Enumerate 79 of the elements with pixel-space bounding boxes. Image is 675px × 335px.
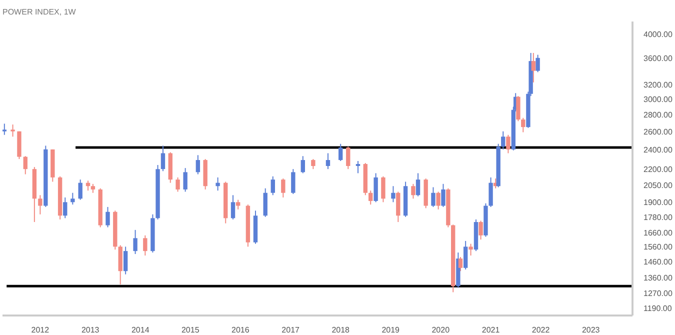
- y-tick-label: 2400.00: [644, 145, 673, 154]
- candlestick: [338, 143, 343, 162]
- candlestick: [70, 192, 75, 206]
- candlestick: [143, 234, 148, 256]
- candlestick: [281, 178, 286, 198]
- y-tick-label: 1190.00: [644, 304, 672, 313]
- candlestick: [368, 190, 373, 206]
- candlestick: [374, 172, 378, 203]
- candlestick: [176, 176, 180, 192]
- candlestick: [216, 176, 220, 192]
- candlestick: [411, 183, 416, 200]
- candlestick: [381, 176, 386, 203]
- candlestick: [78, 179, 82, 200]
- x-tick-label: 2013: [81, 326, 100, 334]
- chart-title: POWER INDEX, 1W: [2, 8, 76, 16]
- candlestick: [23, 156, 28, 175]
- candlestick: [506, 134, 510, 154]
- y-tick-label: 2800.00: [644, 110, 673, 120]
- candlestick: [236, 199, 240, 210]
- candlestick: [133, 229, 138, 255]
- candlestick: [441, 183, 446, 208]
- candlestick: [391, 186, 396, 203]
- x-tick-label: 2020: [432, 326, 450, 334]
- candlestick: [436, 191, 440, 210]
- y-tick-label: 1560.00: [644, 242, 673, 252]
- candlestick: [38, 194, 42, 215]
- candlestick: [63, 196, 68, 219]
- y-tick-label: 2050.00: [644, 181, 673, 190]
- candlestick: [326, 152, 330, 170]
- candlestick: [183, 168, 188, 192]
- candlestick: [416, 172, 420, 197]
- x-tick-label: 2016: [232, 326, 250, 334]
- candlestick: [230, 194, 236, 220]
- x-tick-label: 2022: [532, 326, 550, 334]
- candlestick: [531, 52, 536, 83]
- y-tick-label: 1660.00: [644, 228, 673, 238]
- y-tick-label: 2200.00: [644, 165, 673, 174]
- candlestick: [536, 54, 540, 73]
- candlestick: [521, 117, 526, 133]
- x-tick-label: 2019: [382, 326, 400, 334]
- x-tick-label: 2012: [31, 326, 50, 334]
- candlestick: [501, 130, 506, 150]
- candlestick: [263, 188, 268, 218]
- candlestick: [346, 146, 350, 170]
- candlestick: [431, 186, 436, 208]
- y-tick-label: 2600.00: [644, 127, 673, 136]
- candlestick: [270, 176, 275, 196]
- candlestick: [106, 206, 110, 228]
- candlestick: [463, 240, 468, 270]
- candlestick: [291, 168, 296, 194]
- candlestick: [160, 145, 166, 172]
- candlestick: [2, 123, 7, 136]
- x-tick-label: 2018: [332, 326, 350, 334]
- x-tick-label: 2015: [181, 326, 200, 334]
- candlestick: [488, 176, 493, 208]
- candlestick: [196, 154, 200, 175]
- x-tick-label: 2017: [282, 326, 300, 334]
- candlestick: [356, 160, 360, 174]
- x-tick-label: 2021: [482, 326, 500, 334]
- candlestick: [468, 243, 473, 256]
- candlestick: [300, 156, 305, 174]
- x-tick-label: 2023: [582, 326, 600, 334]
- y-tick-label: 1900.00: [644, 198, 673, 208]
- candlestick: [458, 256, 463, 272]
- candlestick: [123, 246, 128, 275]
- y-tick-label: 3200.00: [644, 80, 673, 90]
- y-tick-label: 3600.00: [644, 54, 673, 63]
- y-tick-label: 1360.00: [644, 274, 673, 283]
- candlestick: [396, 191, 400, 223]
- y-tick-label: 1780.00: [644, 212, 673, 222]
- candlestick: [516, 96, 520, 122]
- y-tick-label: 3000.00: [644, 95, 673, 104]
- y-tick-label: 1270.00: [644, 289, 673, 298]
- candlestick: [10, 124, 15, 138]
- x-tick-label: 2014: [131, 326, 150, 334]
- candlestick: [311, 158, 316, 170]
- candlestick: [478, 220, 483, 240]
- y-tick-label: 1460.00: [644, 258, 673, 267]
- y-tick-label: 4000.00: [644, 30, 673, 40]
